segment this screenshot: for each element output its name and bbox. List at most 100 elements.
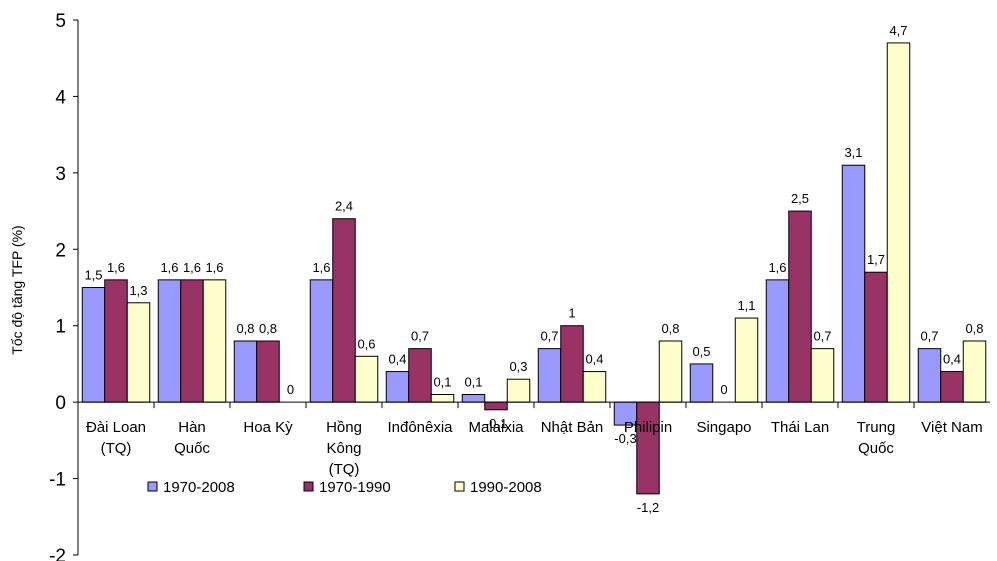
data-label: 1,6 <box>183 260 201 275</box>
bar <box>788 210 812 403</box>
bar <box>560 325 584 403</box>
data-label: 1,7 <box>867 252 885 267</box>
y-axis-label: Tốc độ tăng TFP (%) <box>9 225 25 354</box>
bar <box>202 279 227 403</box>
bar <box>233 340 258 403</box>
y-tick-label: 5 <box>55 11 66 32</box>
data-label: 4,7 <box>889 23 907 38</box>
y-tick-label: -2 <box>49 546 66 561</box>
category-label: Inđônêxia <box>387 419 453 436</box>
data-label: 0,4 <box>585 352 603 367</box>
data-label: 0,7 <box>540 329 558 344</box>
category-label: Việt Nam <box>921 419 982 436</box>
data-label: 1,3 <box>129 283 147 298</box>
bar <box>385 371 410 403</box>
category-label: Hàn <box>178 419 206 436</box>
data-label: 1,1 <box>737 298 755 313</box>
data-label: 1 <box>568 306 575 321</box>
bar <box>408 348 432 403</box>
legend-swatch <box>303 481 314 492</box>
plot-area: -2 -1 0 1 2 3 4 5 1,5 1,6 0,8 1,6 0,4 0,1 0,7 -0,3 0,5 1,… <box>49 11 990 561</box>
bar <box>309 279 334 403</box>
data-label: 3,1 <box>844 145 862 160</box>
category-label: Hoa Kỳ <box>243 419 293 436</box>
bar <box>157 279 182 403</box>
bar <box>256 340 280 403</box>
bar <box>636 401 660 495</box>
y-tick-label: 1 <box>55 317 66 338</box>
data-label: 0 <box>287 382 294 397</box>
data-label: -1,2 <box>637 500 659 515</box>
data-label: 1,6 <box>312 260 330 275</box>
bar <box>506 378 531 403</box>
legend-label: 1970-1990 <box>319 479 391 496</box>
data-label: 1,6 <box>160 260 178 275</box>
data-label: 0 <box>720 382 727 397</box>
bar <box>765 279 790 403</box>
data-label: 0,8 <box>236 321 254 336</box>
bar <box>430 394 455 403</box>
category-label: Nhật Bản <box>541 419 604 436</box>
data-label: 0,8 <box>259 321 277 336</box>
data-label: 0,8 <box>661 321 679 336</box>
bar <box>886 42 911 403</box>
data-label: 0,1 <box>433 375 451 390</box>
category-label: Trung <box>857 419 896 436</box>
bar <box>734 317 759 403</box>
data-label: 2,4 <box>335 199 353 214</box>
data-label: 0,4 <box>388 352 406 367</box>
data-label: 0,5 <box>692 344 710 359</box>
legend-label: 1990-2008 <box>470 479 542 496</box>
y-tick-label: 4 <box>55 87 66 108</box>
category-label: Quốc <box>174 440 210 457</box>
legend-label: 1970-2008 <box>163 479 235 496</box>
data-label: 2,5 <box>791 191 809 206</box>
category-label: Kông <box>326 440 361 457</box>
category-label: Philipin <box>624 419 672 436</box>
legend-swatch <box>147 481 158 492</box>
data-label: 0,3 <box>509 359 527 374</box>
bar <box>104 279 128 403</box>
data-label: -0,1 <box>485 416 507 431</box>
bar <box>658 340 683 403</box>
data-label: 0,8 <box>965 321 983 336</box>
bar <box>810 348 835 403</box>
category-label: Singapo <box>696 419 751 436</box>
data-label: 1,5 <box>84 268 102 283</box>
bar <box>917 348 942 403</box>
bar <box>940 371 964 403</box>
bar <box>537 348 562 403</box>
y-tick-label: 3 <box>55 164 66 185</box>
data-label: 0,1 <box>464 375 482 390</box>
data-label: -0,3 <box>614 431 636 446</box>
category-label: Thái Lan <box>771 419 829 436</box>
bar <box>484 401 508 411</box>
data-label: 0,4 <box>943 352 961 367</box>
bar <box>180 279 204 403</box>
data-label: 0,6 <box>357 336 375 351</box>
bar <box>461 394 486 403</box>
category-label: (TQ) <box>329 461 360 478</box>
bar <box>864 271 888 403</box>
legend-swatch <box>454 481 465 492</box>
data-label: 1,6 <box>768 260 786 275</box>
data-label: 0,7 <box>813 329 831 344</box>
category-label: Quốc <box>858 440 894 457</box>
data-label: 0,7 <box>920 329 938 344</box>
data-label: 1,6 <box>107 260 125 275</box>
bar <box>81 287 106 403</box>
category-label: Đài Loan <box>86 419 146 436</box>
y-tick-label: 2 <box>55 240 66 261</box>
y-tick-label: -1 <box>49 470 66 491</box>
bar <box>582 371 607 403</box>
bar <box>126 302 151 403</box>
category-label: (TQ) <box>101 440 132 457</box>
data-label: 0,7 <box>411 329 429 344</box>
bar <box>841 164 866 403</box>
y-tick-label: 0 <box>55 393 66 414</box>
bar <box>354 355 379 403</box>
data-label: 1,6 <box>205 260 223 275</box>
category-label: Hồng <box>326 419 362 436</box>
bar <box>689 363 714 403</box>
